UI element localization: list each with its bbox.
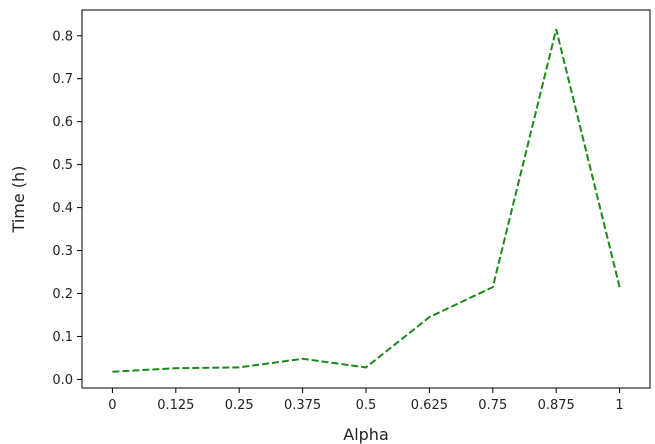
y-tick-label: 0.5 bbox=[52, 158, 73, 173]
y-tick-label: 0.0 bbox=[52, 373, 73, 388]
series-line-0 bbox=[112, 29, 621, 373]
x-tick-label: 0 bbox=[108, 398, 116, 413]
x-tick-label: 0.25 bbox=[225, 398, 254, 413]
y-tick-label: 0.6 bbox=[52, 115, 73, 130]
y-tick-label: 0.3 bbox=[52, 244, 73, 259]
y-tick-label: 0.4 bbox=[52, 201, 73, 216]
y-axis-label: Time (h) bbox=[9, 166, 28, 234]
x-ticks: 0 0.125 0.25 0.375 0.5 0.625 0.75 0.875 1 bbox=[108, 388, 624, 413]
x-axis-label: Alpha bbox=[343, 425, 389, 444]
x-tick-label: 0.625 bbox=[411, 398, 448, 413]
x-tick-label: 0.75 bbox=[478, 398, 507, 413]
plot-area bbox=[82, 10, 650, 388]
series-layer bbox=[112, 29, 621, 373]
x-tick-label: 0.875 bbox=[538, 398, 575, 413]
x-tick-label: 1 bbox=[615, 398, 623, 413]
y-tick-label: 0.7 bbox=[52, 72, 73, 87]
x-tick-label: 0.375 bbox=[284, 398, 321, 413]
y-tick-label: 0.1 bbox=[52, 330, 73, 345]
y-tick-label: 0.8 bbox=[52, 29, 73, 44]
plot-frame bbox=[81, 9, 651, 389]
y-ticks: 0.0 0.1 0.2 0.3 0.4 0.5 0.6 0.7 0.8 bbox=[52, 29, 82, 388]
x-tick-label: 0.5 bbox=[356, 398, 377, 413]
x-tick-label: 0.125 bbox=[157, 398, 194, 413]
y-tick-label: 0.2 bbox=[52, 287, 73, 302]
